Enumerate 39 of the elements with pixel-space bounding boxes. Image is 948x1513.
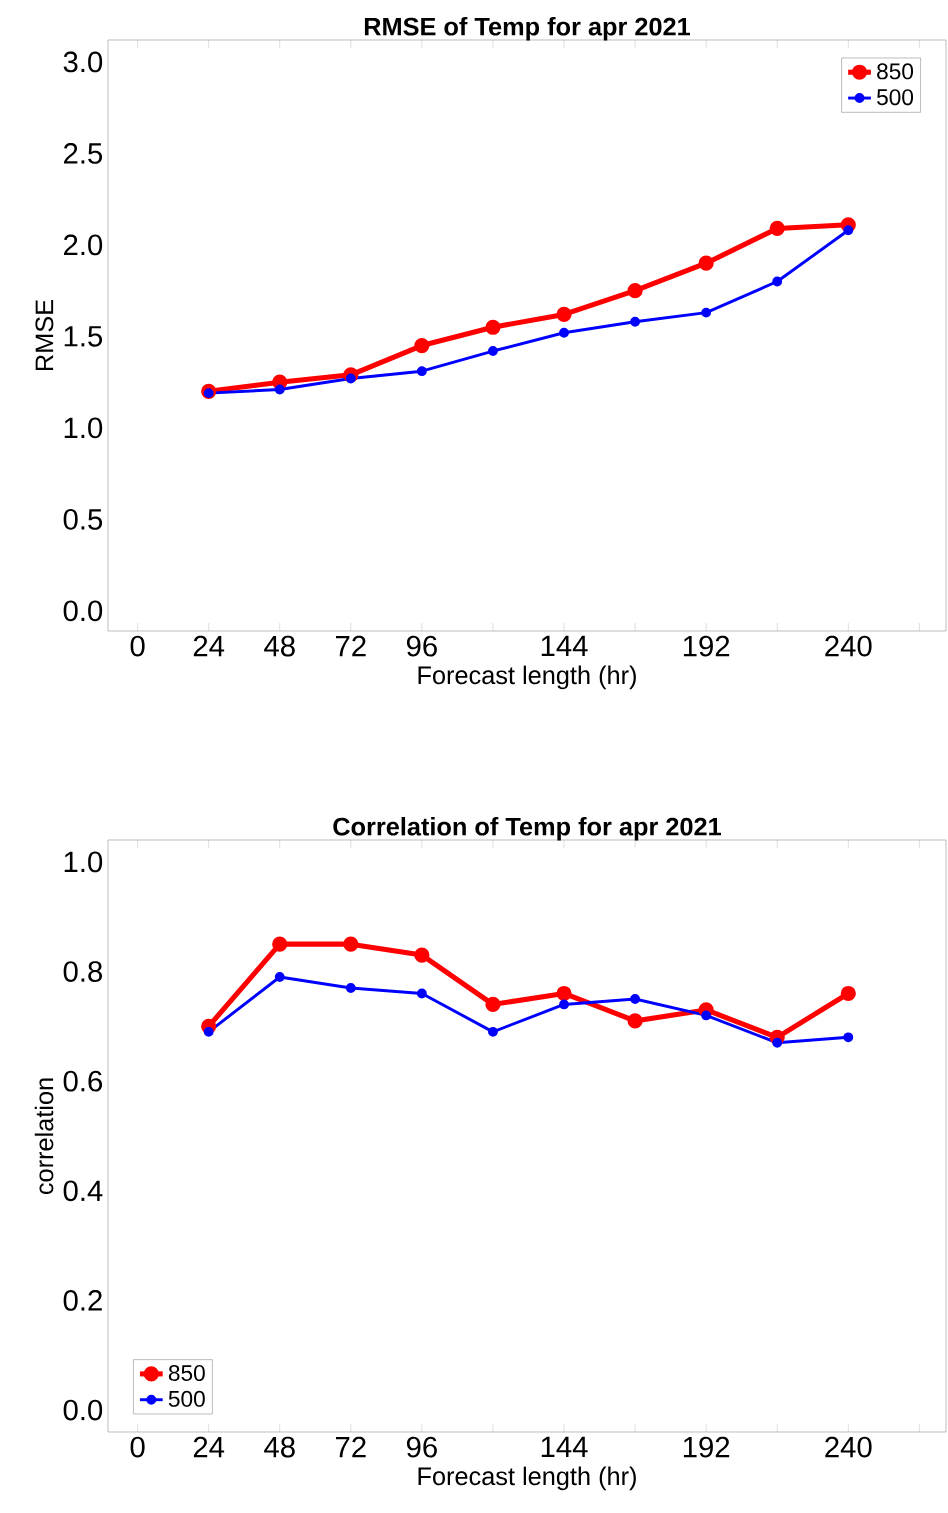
x-tick-label: 240 bbox=[825, 635, 872, 657]
x-tick-label: 96 bbox=[406, 635, 437, 657]
y-tick-label: 0.0 bbox=[63, 1399, 103, 1421]
x-tick-label: 144 bbox=[541, 635, 588, 656]
x-tick-label: 96 bbox=[406, 1436, 437, 1458]
x-tick-label: 144 bbox=[541, 1436, 588, 1457]
y-tick-label: 1.5 bbox=[64, 326, 103, 347]
y-tick-label: 3.0 bbox=[63, 51, 103, 73]
x-axis-title: Forecast length (hr) bbox=[418, 665, 636, 690]
y-tick-label: 0.5 bbox=[63, 508, 103, 530]
legend-label: 850 bbox=[168, 1364, 205, 1382]
x-tick-label: 48 bbox=[264, 635, 295, 657]
y-tick-label: 2.5 bbox=[63, 143, 103, 164]
x-tick-label: 48 bbox=[264, 1436, 295, 1458]
x-tick-label: 0 bbox=[130, 635, 145, 657]
x-tick-label: 192 bbox=[683, 1436, 730, 1458]
y-tick-label: 0.8 bbox=[63, 961, 103, 982]
y-tick-label: 1.0 bbox=[64, 851, 103, 873]
y-tick-label: 1.0 bbox=[64, 417, 103, 439]
x-tick-label: 240 bbox=[825, 1436, 872, 1458]
x-axis-title: Forecast length (hr) bbox=[418, 1466, 636, 1491]
x-tick-label: 24 bbox=[193, 1436, 225, 1458]
y-tick-label: 0.2 bbox=[63, 1290, 102, 1311]
y-tick-label: 0.0 bbox=[63, 600, 103, 622]
y-tick-label: 2.0 bbox=[63, 234, 103, 256]
chart-title: Correlation of Temp for apr 2021 bbox=[333, 817, 721, 841]
legend-label: 850 bbox=[877, 63, 914, 80]
y-axis-title: correlation bbox=[34, 1078, 54, 1195]
x-tick-label: 192 bbox=[683, 635, 730, 657]
legend-label: 500 bbox=[877, 89, 914, 106]
x-tick-label: 72 bbox=[336, 1436, 366, 1458]
chart-title: RMSE of Temp for apr 2021 bbox=[364, 16, 691, 41]
y-tick-label: 0.4 bbox=[63, 1180, 103, 1202]
legend-label: 500 bbox=[168, 1390, 205, 1407]
x-tick-label: 24 bbox=[193, 635, 225, 657]
x-tick-label: 72 bbox=[336, 635, 366, 657]
x-tick-label: 0 bbox=[130, 1436, 145, 1458]
y-axis-title: RMSE bbox=[35, 299, 54, 371]
y-tick-label: 0.6 bbox=[63, 1070, 103, 1092]
